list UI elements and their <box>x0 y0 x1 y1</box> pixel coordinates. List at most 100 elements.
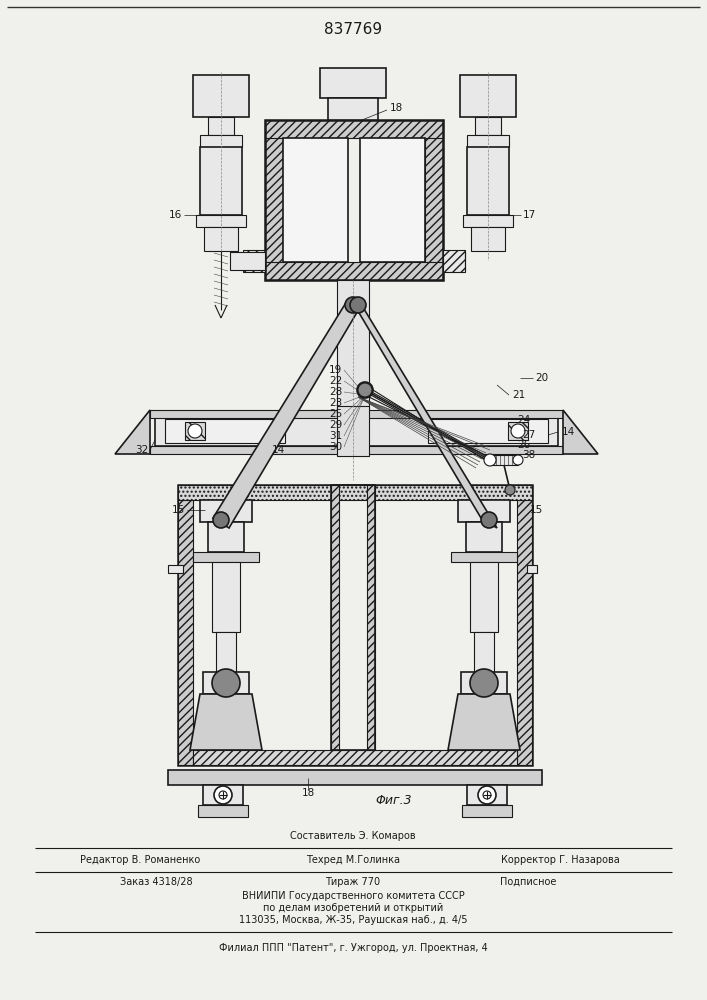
Text: 113035, Москва, Ж-35, Раушская наб., д. 4/5: 113035, Москва, Ж-35, Раушская наб., д. … <box>239 915 467 925</box>
Bar <box>178 485 532 500</box>
Circle shape <box>213 512 229 528</box>
Circle shape <box>214 786 232 804</box>
Bar <box>193 75 249 117</box>
Polygon shape <box>265 262 443 280</box>
Circle shape <box>345 297 361 313</box>
Bar <box>193 750 517 765</box>
Bar <box>243 250 265 272</box>
Polygon shape <box>563 410 598 454</box>
Bar <box>178 485 532 765</box>
Bar <box>155 416 558 446</box>
Text: 18: 18 <box>301 788 315 798</box>
Bar <box>208 117 234 135</box>
Bar <box>196 215 246 227</box>
Text: 30: 30 <box>329 442 342 452</box>
Text: Составитель Э. Комаров: Составитель Э. Комаров <box>290 831 416 841</box>
Bar <box>490 455 518 465</box>
Bar <box>198 805 248 817</box>
Bar <box>331 485 375 750</box>
Bar <box>216 632 236 672</box>
Bar <box>150 446 563 454</box>
Bar <box>212 562 240 632</box>
Text: 26: 26 <box>517 440 530 450</box>
Bar <box>203 672 249 694</box>
Bar <box>466 522 502 552</box>
Text: Редактор В. Романенко: Редактор В. Романенко <box>80 855 200 865</box>
Bar <box>474 632 494 672</box>
Text: 27: 27 <box>522 430 535 440</box>
Bar <box>475 117 501 135</box>
Polygon shape <box>331 485 339 750</box>
Text: Подписное: Подписное <box>500 877 556 887</box>
Text: 17: 17 <box>523 210 536 220</box>
Bar <box>470 562 498 632</box>
Text: Корректор Г. Назарова: Корректор Г. Назарова <box>501 855 619 865</box>
Circle shape <box>358 383 372 397</box>
Bar <box>428 419 548 443</box>
Text: 25: 25 <box>329 409 342 419</box>
Bar <box>360 138 425 262</box>
Bar <box>230 252 265 270</box>
Bar <box>208 522 244 552</box>
Text: 15: 15 <box>530 505 543 515</box>
Circle shape <box>505 485 515 495</box>
Text: 31: 31 <box>329 431 342 441</box>
Circle shape <box>357 382 373 398</box>
Bar <box>283 138 348 262</box>
Bar <box>165 419 285 443</box>
Bar <box>168 770 542 785</box>
Text: 15: 15 <box>172 505 185 515</box>
Circle shape <box>212 669 240 697</box>
Circle shape <box>481 512 497 528</box>
Bar <box>461 672 507 694</box>
Bar <box>460 75 516 117</box>
Text: 14: 14 <box>271 445 285 455</box>
Bar <box>451 552 517 562</box>
Bar <box>462 805 512 817</box>
Bar <box>443 250 465 272</box>
Bar <box>467 785 507 805</box>
Text: Тираж 770: Тираж 770 <box>325 877 380 887</box>
Bar <box>265 120 443 280</box>
Bar <box>328 98 378 120</box>
Bar <box>200 147 242 215</box>
Polygon shape <box>115 410 150 454</box>
Circle shape <box>513 455 523 465</box>
Text: 21: 21 <box>512 390 525 400</box>
Circle shape <box>511 424 525 438</box>
Text: 20: 20 <box>535 373 548 383</box>
Polygon shape <box>178 485 193 765</box>
Polygon shape <box>352 301 497 528</box>
Bar <box>200 500 252 522</box>
Bar <box>337 280 369 430</box>
Bar <box>185 422 205 440</box>
Text: 18: 18 <box>390 103 403 113</box>
Text: Филиал ППП "Патент", г. Ужгород, ул. Проектная, 4: Филиал ППП "Патент", г. Ужгород, ул. Про… <box>218 943 487 953</box>
Bar <box>200 135 242 147</box>
Bar <box>463 215 513 227</box>
Circle shape <box>484 454 496 466</box>
Text: 14: 14 <box>562 427 575 437</box>
Polygon shape <box>190 694 262 750</box>
Polygon shape <box>367 485 375 750</box>
Text: Φиг.3: Φиг.3 <box>375 794 411 806</box>
Bar <box>337 406 369 456</box>
Bar <box>168 565 183 573</box>
Bar <box>203 785 243 805</box>
Text: 32: 32 <box>135 445 148 455</box>
Text: 23: 23 <box>329 398 342 408</box>
Bar <box>508 422 528 440</box>
Bar <box>320 68 386 98</box>
Polygon shape <box>425 120 443 280</box>
Bar <box>458 500 510 522</box>
Polygon shape <box>265 120 443 138</box>
Text: 29: 29 <box>329 420 342 430</box>
Text: 837769: 837769 <box>324 22 382 37</box>
Text: ВНИИПИ Государственного комитета СССР: ВНИИПИ Государственного комитета СССР <box>242 891 464 901</box>
Text: 38: 38 <box>522 450 535 460</box>
Bar <box>193 552 259 562</box>
Polygon shape <box>213 301 359 528</box>
Bar <box>467 147 509 215</box>
Circle shape <box>188 424 202 438</box>
Bar <box>467 135 509 147</box>
